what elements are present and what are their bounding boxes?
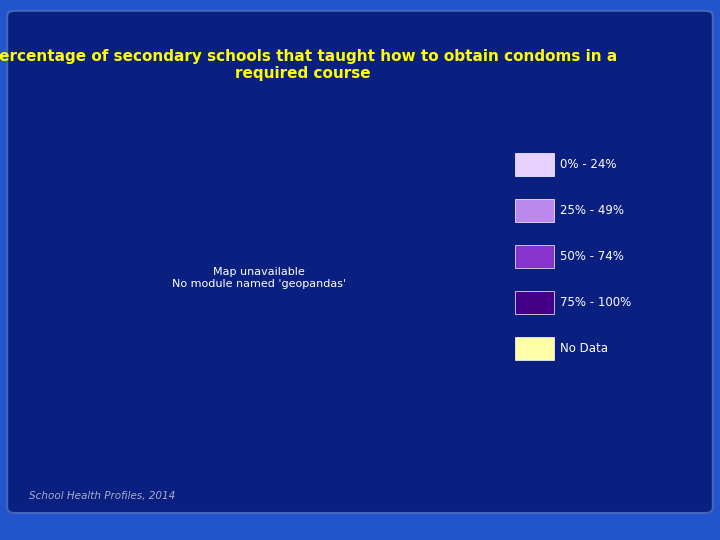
Text: Map unavailable
No module named 'geopandas': Map unavailable No module named 'geopand… — [172, 267, 346, 289]
Text: 75% - 100%: 75% - 100% — [560, 296, 631, 309]
Text: 0% - 24%: 0% - 24% — [560, 158, 616, 171]
Text: No Data: No Data — [560, 342, 608, 355]
Text: School Health Profiles, 2014: School Health Profiles, 2014 — [29, 491, 175, 502]
Text: Percentage of secondary schools that taught how to obtain condoms in a
required : Percentage of secondary schools that tau… — [0, 49, 617, 81]
Text: 50% - 74%: 50% - 74% — [560, 250, 624, 263]
Text: 25% - 49%: 25% - 49% — [560, 204, 624, 217]
